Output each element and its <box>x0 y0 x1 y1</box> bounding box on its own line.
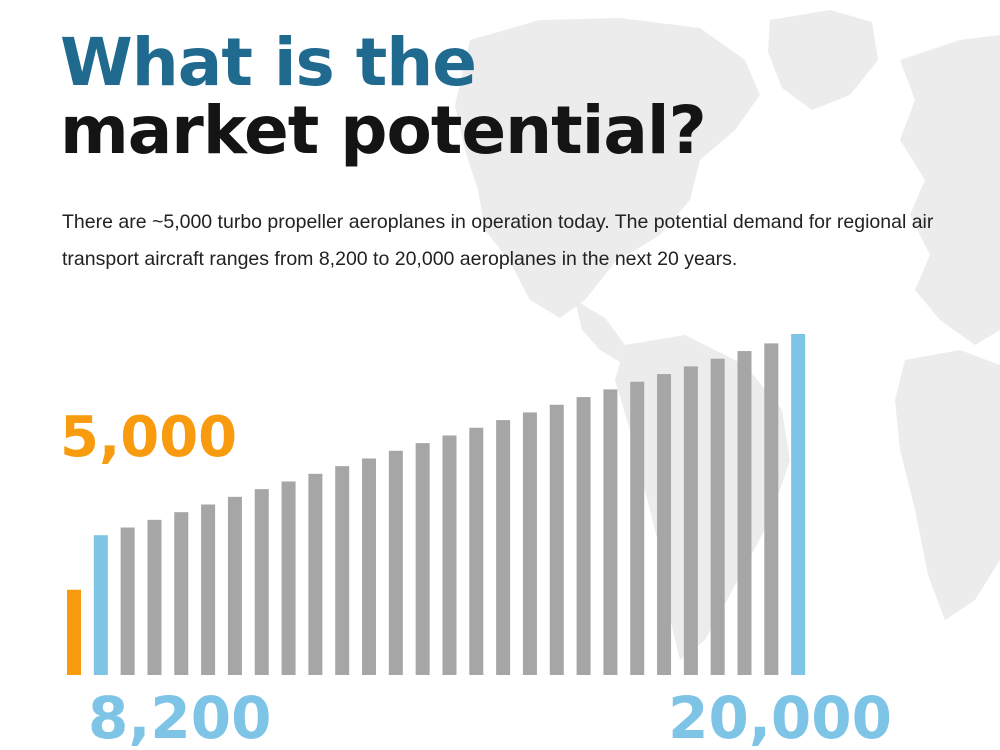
bar-range-high <box>791 334 806 675</box>
map-greenland <box>768 10 878 110</box>
map-north-america <box>455 18 760 318</box>
bar-range <box>335 466 350 675</box>
bar-range <box>764 343 779 675</box>
bar-range <box>549 404 564 675</box>
map-europe <box>900 35 1000 345</box>
bar-range <box>254 489 269 675</box>
bar-range <box>308 473 323 675</box>
bar-range <box>281 481 296 675</box>
description-text: There are ~5,000 turbo propeller aeropla… <box>62 211 934 270</box>
bar-range <box>576 397 591 675</box>
range-high-label: 20,000 <box>668 684 892 750</box>
bar-range <box>737 351 752 675</box>
bar-range <box>442 435 457 675</box>
title-line-main: market potential? <box>60 92 707 169</box>
bar-range <box>522 412 537 675</box>
range-low-label: 8,200 <box>88 684 271 750</box>
bar-range <box>201 504 216 675</box>
bar-range <box>683 366 698 675</box>
map-central-america <box>575 300 625 362</box>
bar-range <box>362 458 377 675</box>
bar-range <box>415 443 430 675</box>
bar-range <box>496 420 511 675</box>
bar-range <box>603 389 618 675</box>
bar-range <box>388 450 403 675</box>
bar-range <box>469 427 484 675</box>
bar-range <box>147 519 162 676</box>
bar-range <box>227 496 242 675</box>
title-line-accent: What is the <box>60 24 477 101</box>
bar-range <box>120 527 135 675</box>
bar-current <box>67 589 81 675</box>
bar-range <box>710 358 725 675</box>
bar-range <box>630 381 645 675</box>
bar-range <box>657 374 672 675</box>
map-africa <box>895 350 1000 620</box>
current-value-label: 5,000 <box>60 405 237 470</box>
bars-group <box>67 334 806 676</box>
bar-range-low <box>93 535 108 675</box>
bar-range <box>174 512 189 675</box>
